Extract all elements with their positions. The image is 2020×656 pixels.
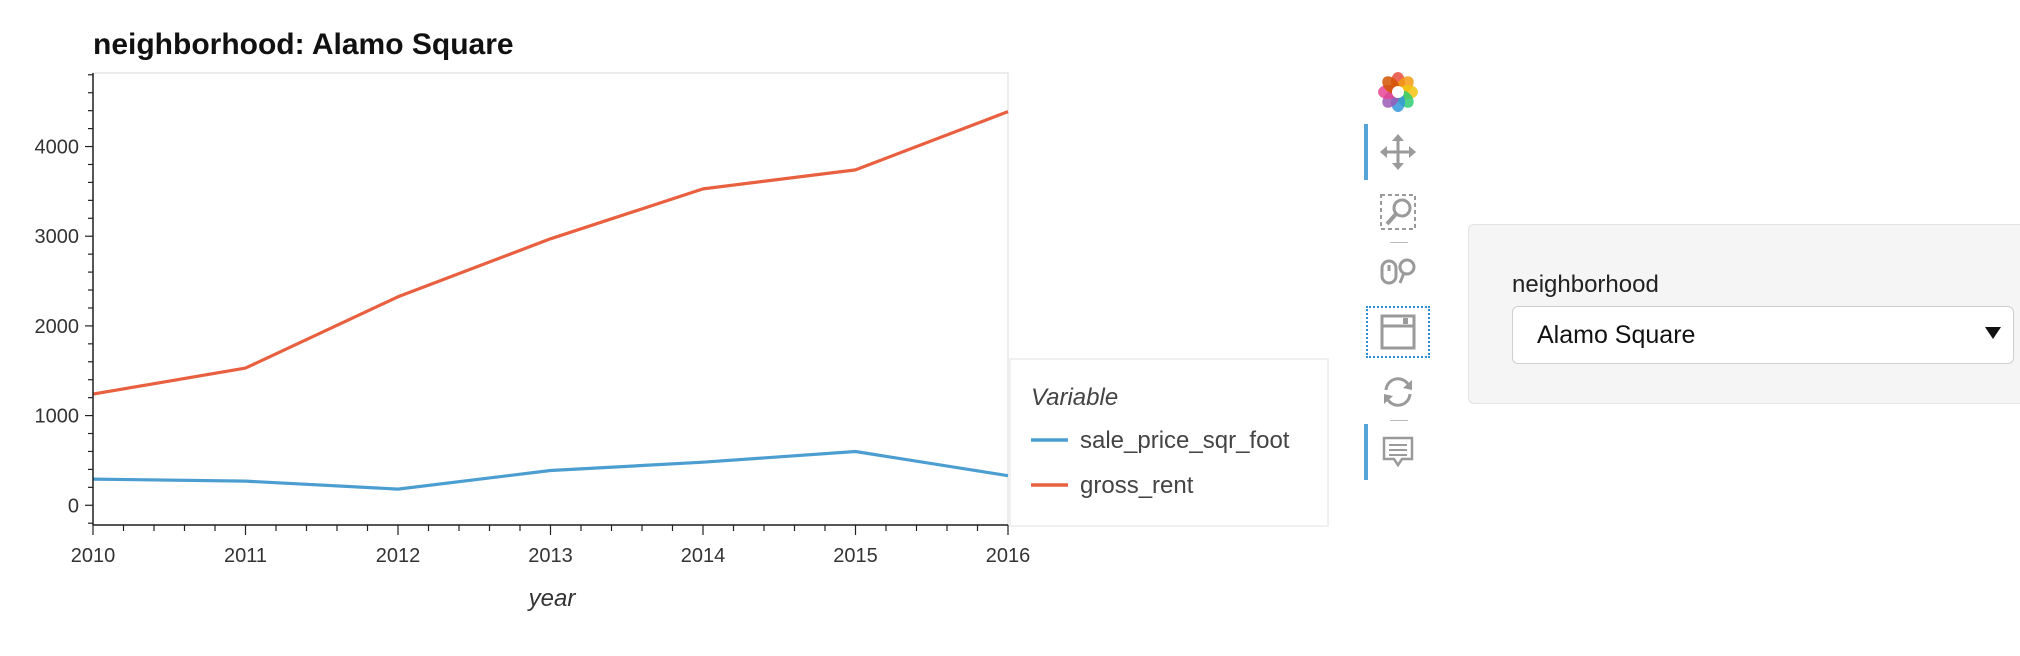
series-line-gross_rent — [92, 110, 1009, 396]
x-tick-label: 2013 — [528, 545, 573, 567]
box-zoom-tool-button[interactable] — [1364, 184, 1432, 240]
series-layer — [92, 110, 1009, 491]
reset-tool-button[interactable] — [1364, 364, 1432, 420]
widget-panel: neighborhood Alamo Square — [1468, 224, 2020, 404]
hover-tool-icon — [1378, 432, 1418, 472]
legend-item-label: sale_price_sqr_foot — [1080, 427, 1290, 454]
x-tick-label: 2016 — [986, 545, 1031, 567]
reset-tool-icon — [1378, 372, 1418, 412]
x-tick-label: 2014 — [681, 545, 726, 567]
chart-title: neighborhood: Alamo Square — [93, 28, 514, 61]
x-tick-label: 2012 — [376, 545, 421, 567]
legend-box — [1009, 358, 1329, 527]
series-line-sale_price_sqr_foot — [92, 449, 1009, 491]
legend: Variable sale_price_sqr_foot gross_rent — [1009, 358, 1329, 527]
neighborhood-select-value: Alamo Square — [1537, 321, 1696, 349]
save-tool-button[interactable] — [1364, 304, 1432, 360]
save-tool-icon — [1377, 311, 1419, 353]
axes: 0 1000 2000 3000 4000 2010 2011 2012 2013 2014 201… — [35, 73, 1031, 567]
y-tick-label: 4000 — [35, 137, 80, 159]
neighborhood-label: neighborhood — [1512, 271, 1659, 298]
pan-tool-icon — [1378, 132, 1418, 172]
toolbar-separator — [1390, 242, 1408, 243]
y-tick-label: 3000 — [35, 226, 80, 248]
toolbar — [1364, 64, 1432, 504]
x-tick-label: 2011 — [224, 545, 267, 567]
y-tick-label: 1000 — [35, 406, 80, 428]
toolbar-separator — [1390, 420, 1408, 421]
box-zoom-tool-icon — [1377, 191, 1419, 233]
pan-tool-button[interactable] — [1364, 124, 1432, 180]
x-tick-label: 2010 — [71, 545, 116, 567]
x-axis-title: year — [527, 585, 577, 612]
wheel-zoom-tool-icon — [1377, 251, 1419, 293]
chevron-down-icon — [1985, 327, 2001, 339]
wheel-zoom-tool-button[interactable] — [1364, 244, 1432, 300]
legend-item-label: gross_rent — [1080, 472, 1194, 499]
legend-title: Variable — [1031, 384, 1118, 411]
hover-tool-button[interactable] — [1364, 424, 1432, 480]
line-chart: neighborhood: Alamo Square 0 1000 2000 3000… — [35, 28, 1329, 612]
plot-area[interactable] — [92, 72, 1009, 526]
legend-items: sale_price_sqr_foot gross_rent — [1031, 427, 1290, 499]
bokeh-logo-icon — [1377, 71, 1419, 113]
y-tick-label: 0 — [68, 495, 79, 517]
neighborhood-select[interactable]: Alamo Square — [1512, 306, 2014, 364]
x-tick-label: 2015 — [833, 545, 878, 567]
y-tick-label: 2000 — [35, 316, 80, 338]
bokeh-logo-button[interactable] — [1364, 64, 1432, 120]
